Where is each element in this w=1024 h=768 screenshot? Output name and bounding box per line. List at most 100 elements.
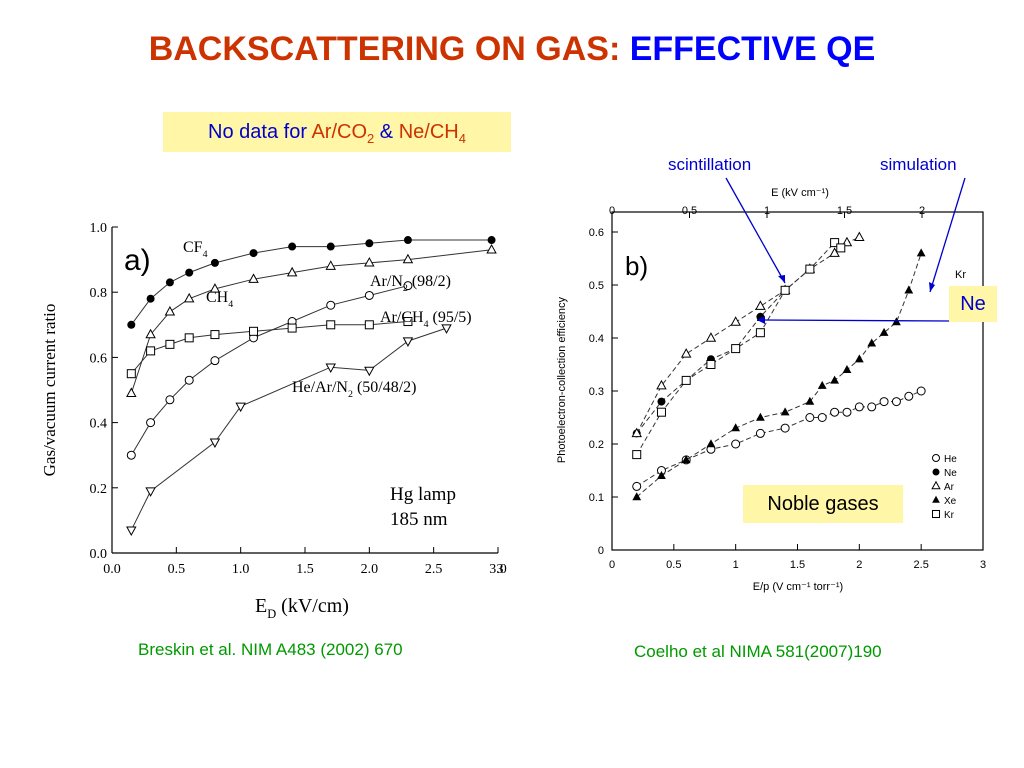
- chart-a-point: [365, 239, 374, 248]
- gas2-main: Ne/CH: [398, 121, 459, 143]
- chart-b-point: [705, 332, 717, 342]
- chart-b-point: [680, 348, 692, 358]
- chart-a-point: [165, 339, 175, 349]
- chart-a-ytick-label: 1.0: [90, 221, 108, 236]
- chart-b-legend-marker: [932, 510, 940, 518]
- chart-a-point: [486, 243, 497, 254]
- chart-a-point: [209, 438, 221, 448]
- chart-b-xtick-label: 1: [733, 559, 739, 571]
- chart-b-legend-marker: [932, 454, 940, 462]
- chart-b-ylabel: Photoelectron-collection efficiency: [556, 296, 568, 463]
- chart-b-point: [706, 439, 716, 448]
- chart-b-point: [657, 471, 666, 479]
- chart-b-series-line: [636, 390, 922, 487]
- chart-a-point: [126, 369, 136, 379]
- chart-a-series-label: CF4: [183, 239, 208, 260]
- chart-b-xtick-label: 2.5: [914, 559, 929, 571]
- chart-b-ytick-label: 0.4: [589, 333, 604, 345]
- chart-a-point: [210, 330, 220, 340]
- chart-a-point: [364, 366, 375, 377]
- chart-a-point: [126, 526, 137, 537]
- ne-arrow: [756, 319, 950, 322]
- chart-b-point: [805, 264, 815, 274]
- chart-b-xtick-label: 0: [609, 559, 615, 571]
- chart-a-point: [402, 253, 414, 264]
- ne-arrowhead: [757, 316, 765, 324]
- chart-b-point: [879, 397, 889, 407]
- chart-b-point: [657, 397, 666, 406]
- chart-b-x2tick-label: 2: [919, 205, 925, 217]
- chart-b-x2tick-label: 1: [764, 205, 770, 217]
- chart-a-point: [326, 300, 336, 310]
- chart-a-point: [288, 242, 297, 251]
- chart-a-ytick-label: 0.2: [90, 482, 108, 497]
- chart-b-point: [706, 360, 716, 369]
- chart-b-point: [842, 407, 852, 417]
- chart-b-point: [681, 375, 691, 385]
- chart-b-point: [731, 423, 741, 432]
- chart-a-point: [364, 290, 374, 300]
- chart-a-point: [145, 487, 156, 497]
- chart-b-point: [830, 407, 840, 417]
- chart-a-point: [487, 236, 496, 245]
- chart-b-xtick-label: 1.5: [790, 559, 805, 571]
- chart-a-point: [210, 258, 219, 267]
- chart-b-legend-marker: [932, 495, 940, 503]
- chart-a-series-line: [130, 285, 409, 456]
- gas2-sub: 4: [458, 131, 466, 146]
- chart-b-legend-marker: [932, 468, 940, 476]
- chart-a-point: [364, 320, 374, 330]
- chart-a-point: [325, 363, 336, 374]
- chart-b-point: [632, 481, 642, 491]
- chart-a-point: [146, 294, 155, 303]
- chart-a-xlabel: ED (kV/cm): [255, 595, 349, 621]
- no-data-amp: &: [374, 121, 399, 143]
- chart-b-point: [867, 338, 877, 347]
- chart-a-point: [146, 418, 156, 428]
- citation-left: Breskin et al. NIM A483 (2002) 670: [138, 640, 403, 659]
- chart-b-ytick-label: 0.6: [589, 227, 604, 239]
- chart-b-point: [854, 354, 864, 363]
- chart-b-legend-label: He: [944, 454, 957, 465]
- chart-a-point: [249, 249, 258, 258]
- chart-b-point: [780, 285, 790, 295]
- chart-a-xtick-label: 3: [497, 562, 504, 577]
- chart-b-x2tick-label: 1.5: [837, 205, 852, 217]
- chart-b-point: [904, 285, 914, 294]
- chart-b-point: [916, 386, 926, 396]
- chart-b-point: [631, 427, 642, 438]
- chart-a-point: [127, 320, 136, 329]
- chart-b-point: [879, 327, 889, 336]
- chart-a-series-label: Ar/N2 (98/2): [370, 273, 451, 294]
- chart-b-legend-marker: [931, 480, 941, 490]
- chart-b-point: [805, 413, 815, 422]
- chart-a-point: [403, 236, 412, 245]
- chart-b-point: [867, 402, 877, 412]
- chart-b-curve-label: Kr: [955, 269, 966, 281]
- chart-a-point: [210, 356, 220, 366]
- chart-b-series-line: [636, 241, 842, 455]
- chart-a-ytick-label: 0.0: [90, 547, 108, 562]
- citation-right: Coelho et al NIMA 581(2007)190: [634, 642, 882, 661]
- chart-a-xtick-label: 0.0: [103, 562, 121, 577]
- chart-b-point: [780, 423, 790, 433]
- chart-b-xtick-label: 0.5: [666, 559, 681, 571]
- chart-a-point: [165, 278, 174, 287]
- chart-b-point: [730, 316, 741, 326]
- no-data-gas2: Ne/CH4: [398, 121, 466, 146]
- gas1-main: Ar/CO: [311, 121, 368, 143]
- chart-b-point: [904, 391, 914, 401]
- chart-b-point: [830, 238, 840, 248]
- chart-b-point: [817, 380, 827, 389]
- chart-a-xtick-label: 1.5: [296, 562, 314, 577]
- chart-a-point: [249, 326, 259, 336]
- chart-b-xtick-label: 2: [856, 559, 862, 571]
- chart-a-series-label: He/Ar/N2 (50/48/2): [292, 379, 416, 400]
- chart-a-point: [126, 387, 137, 397]
- chart-b-point: [805, 396, 815, 405]
- chart-b-point: [656, 379, 667, 390]
- chart-a-ytick-label: 0.8: [90, 286, 108, 301]
- scintillation-arrowhead: [778, 275, 785, 283]
- chart-b-point: [632, 450, 642, 460]
- chart-a-point: [441, 324, 452, 334]
